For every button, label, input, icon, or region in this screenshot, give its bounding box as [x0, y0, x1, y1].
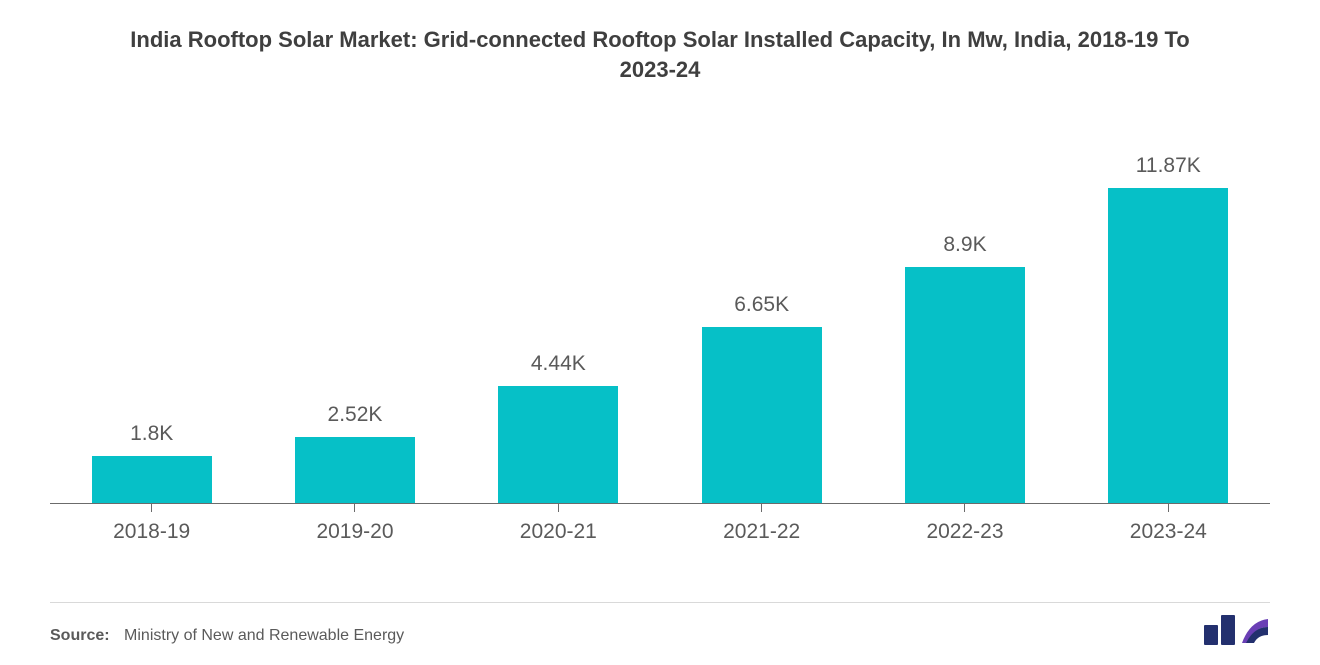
x-tick-label: 2022-23 [926, 520, 1003, 544]
bar-value-label: 6.65K [660, 293, 863, 317]
x-tick: 2018-19 [50, 504, 253, 544]
bar-column: 6.65K [660, 144, 863, 504]
logo-swoosh-icon [1240, 617, 1270, 645]
bar-value-label: 4.44K [457, 352, 660, 376]
bar-column: 4.44K [457, 144, 660, 504]
tick-mark-icon [354, 504, 355, 512]
chart-container: India Rooftop Solar Market: Grid-connect… [0, 0, 1320, 665]
x-tick-label: 2021-22 [723, 520, 800, 544]
bar-value-label: 2.52K [253, 403, 456, 427]
bar-value-label: 11.87K [1067, 154, 1270, 178]
bar [702, 327, 822, 504]
tick-mark-icon [964, 504, 965, 512]
x-tick: 2020-21 [457, 504, 660, 544]
bar-value-label: 1.8K [50, 422, 253, 446]
tick-mark-icon [1168, 504, 1169, 512]
x-tick-row: 2018-19 2019-20 2020-21 2021-22 2022-23 2023-… [50, 504, 1270, 554]
x-tick-label: 2019-20 [316, 520, 393, 544]
bar [498, 386, 618, 504]
source-label: Source: [50, 627, 110, 644]
bar [1108, 188, 1228, 505]
x-tick: 2022-23 [863, 504, 1066, 544]
chart-plot-area: 1.8K2.52K4.44K6.65K8.9K11.87K 2018-19201… [50, 124, 1270, 554]
x-tick-label: 2018-19 [113, 520, 190, 544]
tick-mark-icon [761, 504, 762, 512]
bar [295, 437, 415, 504]
bar-column: 2.52K [253, 144, 456, 504]
bar-column: 1.8K [50, 144, 253, 504]
bar-column: 8.9K [863, 144, 1066, 504]
x-tick-label: 2023-24 [1130, 520, 1207, 544]
bar-column: 11.87K [1067, 144, 1270, 504]
bar [905, 267, 1025, 504]
logo-bar-short-icon [1204, 625, 1218, 645]
bars-row: 1.8K2.52K 4.44K 6.65K 8.9K 11.87K [50, 144, 1270, 504]
chart-footer: Source: Ministry of New and Renewable En… [50, 615, 1270, 645]
logo-bar-tall-icon [1221, 615, 1235, 645]
x-tick: 2021-22 [660, 504, 863, 544]
x-tick: 2023-24 [1067, 504, 1270, 544]
bar-value-label: 8.9K [863, 233, 1066, 257]
chart-title: India Rooftop Solar Market: Grid-connect… [110, 25, 1210, 84]
brand-logo [1204, 615, 1270, 645]
bar [92, 456, 212, 504]
footer-divider [50, 602, 1270, 603]
tick-mark-icon [558, 504, 559, 512]
source-text: Ministry of New and Renewable Energy [124, 627, 404, 644]
x-tick: 2019-20 [253, 504, 456, 544]
x-tick-label: 2020-21 [520, 520, 597, 544]
tick-mark-icon [151, 504, 152, 512]
source-line: Source: Ministry of New and Renewable En… [50, 627, 404, 645]
